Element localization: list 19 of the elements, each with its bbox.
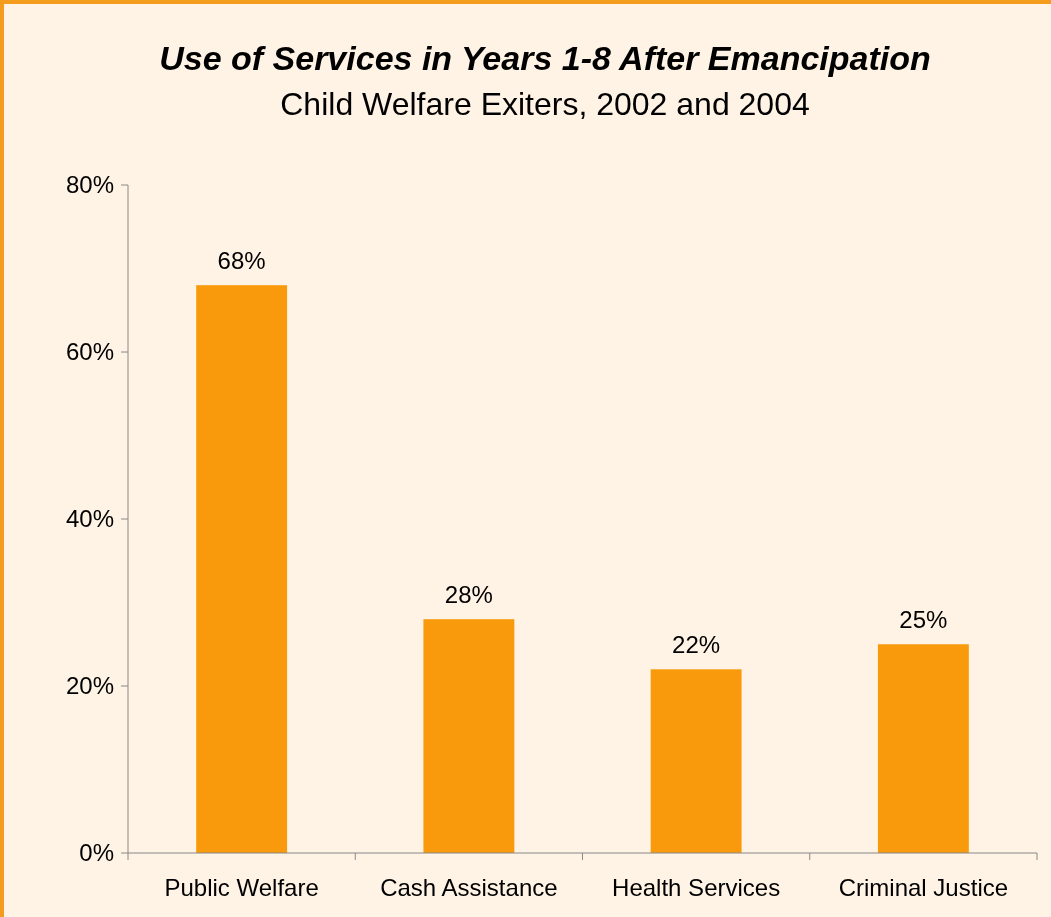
x-tick-label: Cash Assistance bbox=[380, 874, 558, 901]
bar bbox=[877, 644, 969, 853]
data-label: 25% bbox=[899, 606, 948, 634]
y-tick-label: 0% bbox=[79, 839, 114, 867]
bar bbox=[196, 285, 288, 853]
data-label: 28% bbox=[444, 581, 493, 609]
chart-title: Use of Services in Years 1-8 After Emancipation bbox=[159, 39, 931, 77]
data-label: 68% bbox=[217, 247, 266, 275]
y-tick-label: 60% bbox=[65, 338, 114, 366]
x-tick-label: Health Services bbox=[612, 874, 781, 901]
y-tick-label: 80% bbox=[65, 171, 114, 199]
y-tick-label: 40% bbox=[65, 505, 114, 533]
x-tick-label: Criminal Justice bbox=[838, 874, 1009, 901]
y-tick-label: 20% bbox=[65, 672, 114, 700]
data-label: 22% bbox=[672, 631, 721, 659]
bar bbox=[423, 619, 515, 853]
x-tick-label: Public Welfare bbox=[164, 874, 319, 901]
bar bbox=[650, 669, 742, 853]
chart-subtitle: Child Welfare Exiters, 2002 and 2004 bbox=[280, 86, 810, 122]
